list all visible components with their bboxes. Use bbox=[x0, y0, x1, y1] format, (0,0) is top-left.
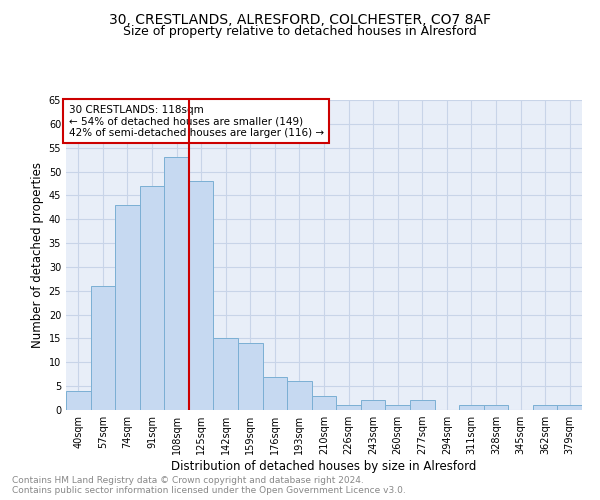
Bar bbox=[312, 396, 336, 410]
Bar bbox=[287, 382, 312, 410]
Text: 30 CRESTLANDS: 118sqm
← 54% of detached houses are smaller (149)
42% of semi-det: 30 CRESTLANDS: 118sqm ← 54% of detached … bbox=[68, 104, 324, 138]
Bar bbox=[410, 400, 434, 410]
Text: Contains HM Land Registry data © Crown copyright and database right 2024.
Contai: Contains HM Land Registry data © Crown c… bbox=[12, 476, 406, 495]
Bar bbox=[557, 405, 582, 410]
Bar bbox=[533, 405, 557, 410]
Bar bbox=[140, 186, 164, 410]
Bar bbox=[189, 181, 214, 410]
Text: Size of property relative to detached houses in Alresford: Size of property relative to detached ho… bbox=[123, 25, 477, 38]
Bar bbox=[459, 405, 484, 410]
Bar bbox=[361, 400, 385, 410]
X-axis label: Distribution of detached houses by size in Alresford: Distribution of detached houses by size … bbox=[172, 460, 476, 473]
Text: 30, CRESTLANDS, ALRESFORD, COLCHESTER, CO7 8AF: 30, CRESTLANDS, ALRESFORD, COLCHESTER, C… bbox=[109, 12, 491, 26]
Bar bbox=[336, 405, 361, 410]
Bar bbox=[214, 338, 238, 410]
Bar bbox=[66, 391, 91, 410]
Bar bbox=[238, 343, 263, 410]
Bar bbox=[164, 157, 189, 410]
Bar bbox=[484, 405, 508, 410]
Bar bbox=[385, 405, 410, 410]
Bar bbox=[91, 286, 115, 410]
Bar bbox=[115, 205, 140, 410]
Y-axis label: Number of detached properties: Number of detached properties bbox=[31, 162, 44, 348]
Bar bbox=[263, 376, 287, 410]
